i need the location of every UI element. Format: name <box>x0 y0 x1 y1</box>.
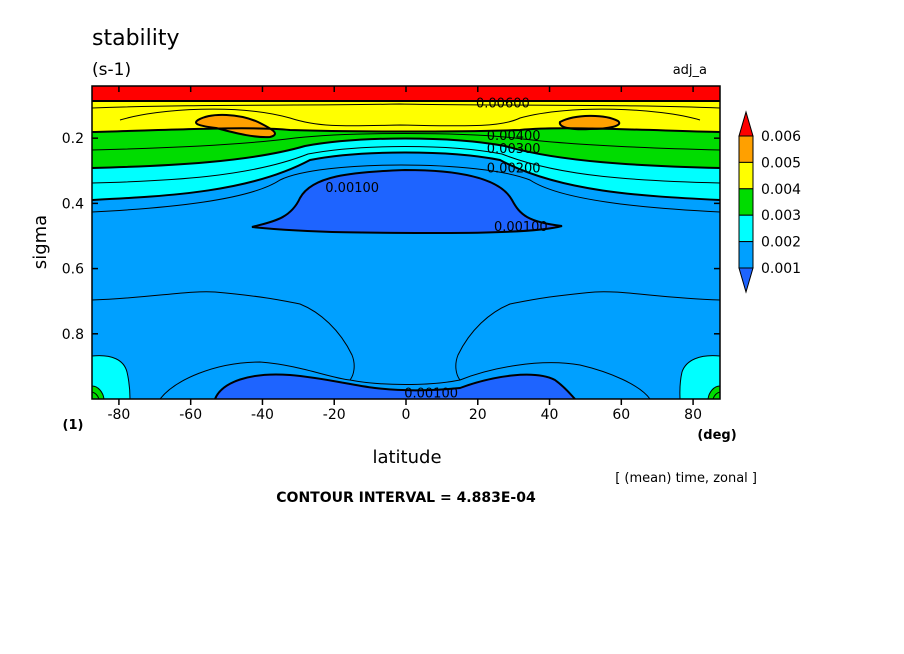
contour-value-label: 0.00100 <box>494 220 548 235</box>
contour-line <box>92 355 131 399</box>
y-tick-label: 0.2 <box>62 131 84 147</box>
contour-interval: CONTOUR INTERVAL = 4.883E-04 <box>276 490 536 506</box>
x-tick-label: 60 <box>612 407 630 423</box>
colorbar-segment <box>738 214 754 243</box>
x-tick-label: -20 <box>323 407 346 423</box>
contour-value-label: 0.00100 <box>404 386 458 401</box>
contour-line <box>119 108 701 127</box>
band-0005-0006-east <box>559 115 620 130</box>
x-tick-label: -40 <box>251 407 274 423</box>
colorbar-level-label: 0.004 <box>761 182 801 198</box>
chart-title: stability <box>92 26 180 51</box>
contour-line <box>159 361 651 399</box>
colorbar-segment <box>738 241 754 269</box>
contour-line <box>92 151 720 201</box>
x-axis: -80 -60 -40 -20 0 20 40 60 80 <box>107 86 702 423</box>
y-axis-label: sigma <box>30 215 51 269</box>
y-tick-label: 0.8 <box>62 327 84 343</box>
colorbar-extend-max <box>738 110 754 137</box>
colorbar-segment <box>738 135 754 163</box>
x-tick-label: -80 <box>107 407 130 423</box>
x-tick-label: 0 <box>402 407 411 423</box>
run-label: adj_a <box>673 63 707 78</box>
colorbar-segment <box>738 161 754 190</box>
band-0002-0003-se <box>679 355 720 399</box>
contour-line <box>251 168 563 235</box>
contour-line <box>92 146 720 184</box>
x-tick-label: 20 <box>469 407 487 423</box>
colorbar-legend: 0.001 0.002 0.003 0.004 0.005 0.006 <box>738 110 801 294</box>
contour-line <box>214 373 576 399</box>
contour-line <box>707 385 720 399</box>
y-axis: 0.2 0.4 0.6 0.8 <box>62 131 720 343</box>
colorbar-level-label: 0.003 <box>761 208 801 224</box>
contour-value-label: 0.00400 <box>487 129 541 144</box>
band-0002-0003-sw <box>92 355 130 399</box>
band-0003-plus-sw <box>92 386 104 399</box>
contour-line <box>92 385 105 399</box>
contour-line <box>679 355 720 399</box>
contour-line <box>92 127 720 133</box>
colorbar-level-label: 0.005 <box>761 155 801 171</box>
contour-value-label: 0.00100 <box>325 181 379 196</box>
band-0005-0006-west <box>196 114 275 138</box>
y-tick-label: 0.4 <box>62 196 84 212</box>
x-tick-label: 80 <box>684 407 702 423</box>
x-axis-units: (deg) <box>697 428 736 443</box>
colorbar-level-label: 0.006 <box>761 129 801 145</box>
contour-lines <box>92 100 720 399</box>
contour-line <box>92 103 720 109</box>
contour-line <box>92 137 720 169</box>
x-axis-label: latitude <box>372 447 441 468</box>
band-gt-0006 <box>92 86 720 101</box>
colorbar-extend-min <box>738 267 754 294</box>
colorbar-segment <box>738 188 754 216</box>
contour-line <box>195 114 276 139</box>
band-lt-0001-mid <box>252 170 562 233</box>
contour-line <box>92 291 355 381</box>
y-axis-units: (1) <box>63 418 84 433</box>
y-tick-label: 0.6 <box>62 262 84 278</box>
contour-line <box>455 291 720 381</box>
contour-line <box>92 133 720 151</box>
averaging-note: [ (mean) time, zonal ] <box>615 471 757 486</box>
contour-value-label: 0.00300 <box>487 142 541 157</box>
contour-line <box>92 164 720 213</box>
contour-value-label: 0.00600 <box>476 96 530 111</box>
contour-line <box>92 391 100 399</box>
chart-units: (s-1) <box>92 60 131 80</box>
contour-line <box>712 391 720 399</box>
colorbar-level-label: 0.001 <box>761 261 801 277</box>
contour-value-label: 0.00200 <box>487 162 541 177</box>
x-tick-label: 40 <box>541 407 559 423</box>
colorbar-level-label: 0.002 <box>761 235 801 251</box>
band-0003-plus-se <box>708 386 720 399</box>
x-tick-label: -60 <box>179 407 202 423</box>
